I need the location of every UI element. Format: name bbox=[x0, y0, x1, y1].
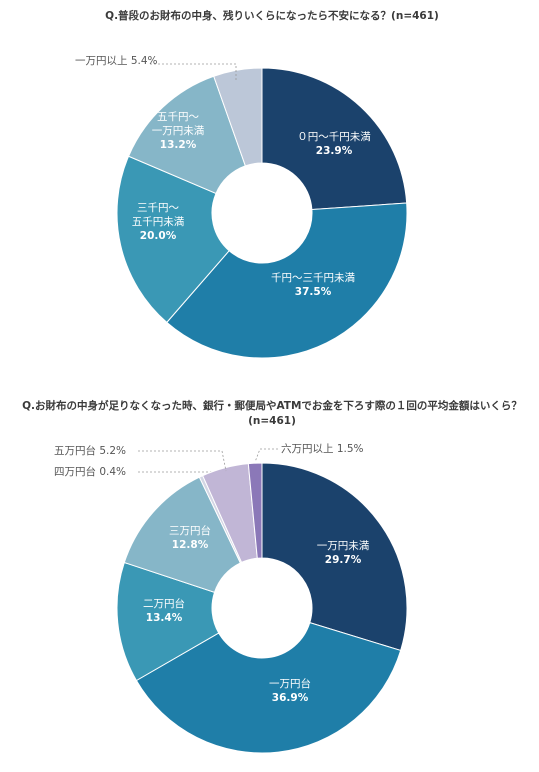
slice-label: 一万円未満 bbox=[152, 125, 205, 137]
pie-slice bbox=[116, 155, 230, 324]
slice-value-label: 13.2% bbox=[160, 139, 197, 151]
slice-label: 三万円台 bbox=[169, 524, 211, 537]
slice-label: 五千円未満 bbox=[132, 216, 185, 228]
chart1-donut: ０円～千円未満 23.9% 千円～三千円未満 37.5% 三千円～ 五千円未満 20.0% 五… bbox=[75, 55, 408, 359]
donut-hole bbox=[212, 163, 312, 263]
slice-label: 五千円～ bbox=[157, 111, 199, 123]
callout-label: 一万円以上 5.4% bbox=[75, 55, 158, 67]
donut-hole bbox=[212, 558, 312, 658]
slice-label: ０円～千円未満 bbox=[297, 131, 371, 143]
callout-label: 六万円以上 1.5% bbox=[281, 443, 364, 455]
slice-label: 二万円台 bbox=[143, 597, 185, 610]
chart2-subtitle: (n=461) bbox=[248, 415, 296, 427]
chart2-title: Q.お財布の中身が足りなくなった時、銀行・郵便局やATMでお金を下ろす際の１回の… bbox=[22, 399, 522, 412]
callout-leader-line bbox=[138, 450, 227, 472]
slice-value-label: 29.7% bbox=[325, 554, 362, 566]
slice-label: 一万円台 bbox=[269, 677, 311, 690]
callout-label: 五万円台 5.2% bbox=[54, 444, 126, 457]
slice-label: 三千円～ bbox=[137, 202, 179, 214]
slice-value-label: 37.5% bbox=[295, 286, 332, 298]
callout-leader-line bbox=[150, 63, 237, 80]
slice-value-label: 36.9% bbox=[272, 692, 309, 704]
slice-value-label: 23.9% bbox=[316, 145, 353, 157]
callout-label: 四万円台 0.4% bbox=[54, 465, 126, 478]
slice-label: 一万円未満 bbox=[317, 540, 370, 552]
callout-leader-line bbox=[254, 448, 278, 463]
chart2-donut: 一万円未満 29.7% 一万円台 36.9% 二万円台 13.4% 三万円台 12.8% 四万円… bbox=[54, 443, 408, 754]
slice-value-label: 13.4% bbox=[146, 612, 183, 624]
slice-value-label: 12.8% bbox=[172, 539, 209, 551]
chart1-title: Q.普段のお財布の中身、残りいくらになったら不安になる？(n=461) bbox=[105, 9, 439, 22]
slice-label: 千円～三千円未満 bbox=[271, 272, 355, 284]
slice-value-label: 20.0% bbox=[140, 230, 177, 242]
